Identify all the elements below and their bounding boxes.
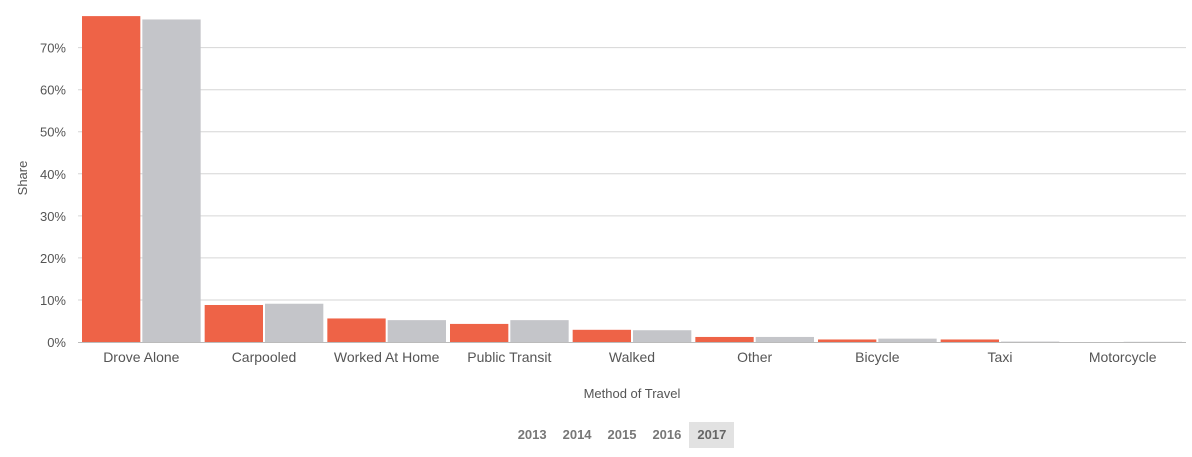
bar[interactable] xyxy=(510,320,569,342)
y-axis-ticks: 0% 10% 20% 30% 40% 50% 60% 70% xyxy=(40,41,66,350)
x-category-label: Taxi xyxy=(988,349,1013,365)
y-axis-title: Share xyxy=(15,161,30,196)
bar[interactable] xyxy=(878,338,937,342)
x-category-label: Worked At Home xyxy=(334,349,440,365)
y-tick-label: 50% xyxy=(40,125,66,140)
year-selector: 2013 2014 2015 2016 2017 xyxy=(0,422,1192,448)
bar[interactable] xyxy=(450,323,509,342)
y-tick-label: 60% xyxy=(40,83,66,98)
bars xyxy=(82,16,1182,342)
x-category-label: Drove Alone xyxy=(103,349,179,365)
bar[interactable] xyxy=(572,329,631,342)
y-tick-label: 40% xyxy=(40,167,66,182)
x-category-label: Carpooled xyxy=(232,349,297,365)
x-axis-title: Method of Travel xyxy=(584,386,681,401)
x-axis-category-labels: Drove Alone Carpooled Worked At Home Public… xyxy=(103,349,1157,365)
x-category-label: Walked xyxy=(609,349,655,365)
y-tick-label: 30% xyxy=(40,209,66,224)
bar[interactable] xyxy=(755,336,814,342)
bar[interactable] xyxy=(327,318,386,342)
bar-chart: 0% 10% 20% 30% 40% 50% 60% 70% Drove Alone Carpo… xyxy=(15,16,1186,401)
bar[interactable] xyxy=(695,336,754,342)
y-tick-label: 20% xyxy=(40,251,66,266)
bar[interactable] xyxy=(265,303,324,342)
bar[interactable] xyxy=(387,320,446,342)
x-category-label: Public Transit xyxy=(467,349,551,365)
y-tick-label: 70% xyxy=(40,41,66,56)
y-tick-label: 0% xyxy=(47,335,66,350)
bar[interactable] xyxy=(142,19,201,342)
gridlines xyxy=(78,47,1186,301)
bar[interactable] xyxy=(818,339,877,342)
year-button-2015[interactable]: 2015 xyxy=(607,427,637,442)
year-button-2016[interactable]: 2016 xyxy=(652,427,682,442)
x-category-label: Motorcycle xyxy=(1089,349,1157,365)
bar[interactable] xyxy=(82,16,141,342)
year-button-2014[interactable]: 2014 xyxy=(562,427,592,442)
x-category-label: Bicycle xyxy=(855,349,900,365)
year-button-2013[interactable]: 2013 xyxy=(517,427,547,442)
bar[interactable] xyxy=(633,330,692,342)
year-button-2017[interactable]: 2017 xyxy=(689,422,735,448)
x-category-label: Other xyxy=(737,349,772,365)
bar[interactable] xyxy=(204,304,263,342)
bar[interactable] xyxy=(940,339,999,342)
y-tick-label: 10% xyxy=(40,293,66,308)
